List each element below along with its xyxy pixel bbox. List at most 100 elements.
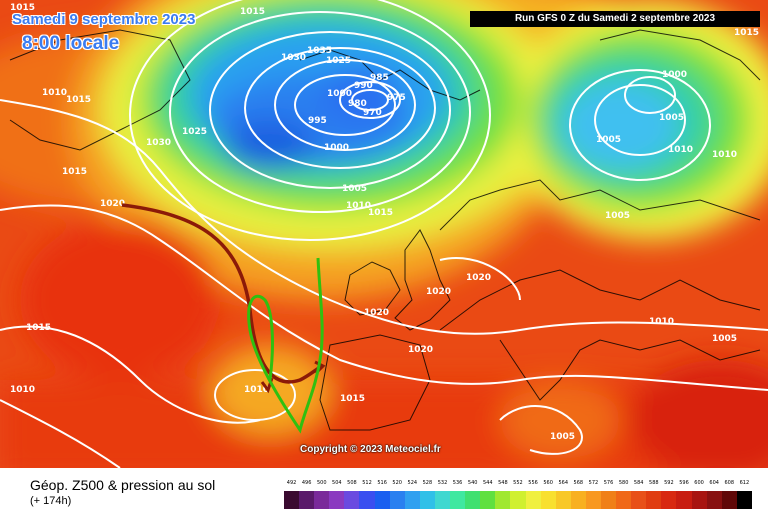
scale-value: 568 (573, 480, 584, 486)
scale-swatch (570, 491, 586, 509)
scale-value: 492 (286, 480, 297, 486)
isobar-label: 1020 (426, 287, 451, 297)
scale-swatch (706, 491, 722, 509)
scale-value: 508 (347, 480, 357, 486)
scale-swatch (555, 491, 571, 509)
scale-swatch (329, 491, 345, 509)
depression-track (121, 203, 326, 434)
scale-value: 596 (679, 480, 689, 486)
isobar-label: 1005 (712, 334, 737, 344)
scale-value: 580 (618, 480, 629, 486)
isobar-label: 1000 (327, 89, 352, 99)
scale-value: 604 (709, 480, 719, 486)
isobar-label: 1015 (66, 95, 91, 105)
isobar-label: 1015 (10, 3, 35, 13)
isobar-label: 1020 (100, 199, 125, 209)
scale-value: 504 (332, 480, 342, 486)
scale-value: 556 (528, 480, 538, 486)
isobar-label: 1020 (408, 345, 433, 355)
isobar-label: 1020 (364, 308, 389, 318)
scale-value: 600 (694, 480, 704, 486)
copyright-notice: Copyright © 2023 Meteociel.fr (300, 444, 441, 455)
isobar-label: 1005 (342, 184, 367, 194)
scale-value: 560 (543, 480, 553, 486)
scale-value: 524 (407, 480, 418, 486)
scale-value: 552 (513, 480, 523, 486)
forecast-time: 8:00 locale (22, 33, 120, 54)
forecast-date: Samedi 9 septembre 2023 (12, 11, 196, 28)
scale-swatch (646, 491, 662, 509)
isobar-label: 1010 (42, 88, 67, 98)
isobar-label: 985 (370, 73, 389, 83)
scale-value: 572 (588, 480, 599, 486)
isobar-label: 1015 (26, 323, 51, 333)
scale-swatch (495, 491, 511, 509)
color-scale-bar (284, 491, 752, 509)
isobar-label: 1005 (596, 135, 621, 145)
scale-swatch (585, 491, 601, 509)
isobar-label: 1030 (281, 53, 306, 63)
scale-swatch (616, 491, 632, 509)
scale-swatch (465, 491, 481, 509)
scale-swatch (676, 491, 692, 509)
isobar-label: 1010 (668, 145, 693, 155)
isobar-label: 1035 (307, 46, 332, 56)
scale-swatch (480, 491, 496, 509)
scale-swatch (314, 491, 330, 509)
isobar-label: 990 (354, 81, 373, 91)
scale-swatch (661, 491, 677, 509)
scale-swatch (284, 491, 300, 509)
isobar-label: 1025 (182, 127, 207, 137)
scale-value: 576 (603, 480, 614, 486)
isobar-label: 1015 (62, 167, 87, 177)
scale-value: 500 (316, 480, 327, 486)
scale-value: 548 (498, 480, 508, 486)
isobar-label: 1010 (244, 385, 269, 395)
isobar-label: 1030 (146, 138, 171, 148)
color-scale: 492 496 500 504 508 512 516 520 524 528 532 536 540 5… (284, 480, 752, 509)
scale-swatch (344, 491, 360, 509)
isobar-label: 975 (387, 93, 406, 103)
scale-swatch (631, 491, 647, 509)
scale-value: 520 (392, 480, 402, 486)
isobar-label: 1005 (659, 113, 684, 123)
color-scale-labels: 492 496 500 504 508 512 516 520 524 528 532 536 540 5… (284, 480, 752, 488)
scale-swatch (691, 491, 707, 509)
isobars (0, 0, 768, 468)
isobar-label: 1010 (712, 150, 737, 160)
scale-swatch (434, 491, 451, 509)
scale-value: 496 (301, 480, 312, 486)
isobar-label: 1010 (346, 201, 371, 211)
legend-subtitle: (+ 174h) (30, 495, 72, 507)
scale-swatch (540, 491, 556, 509)
scale-swatch (404, 491, 420, 509)
scale-swatch (299, 491, 315, 509)
scale-value: 608 (724, 480, 735, 486)
scale-value: 540 (467, 480, 478, 486)
scale-value: 564 (558, 480, 568, 486)
scale-value: 588 (649, 480, 659, 486)
isobar-label: 995 (308, 116, 327, 126)
scale-swatch (389, 491, 405, 509)
isobar-label: 1005 (550, 432, 575, 442)
isobar-label: 1015 (368, 208, 393, 218)
run-info-banner: Run GFS 0 Z du Samedi 2 septembre 2023 (470, 11, 760, 27)
scale-swatch (359, 491, 375, 509)
coastlines (9, 29, 761, 431)
scale-value: 528 (422, 480, 433, 486)
scale-value: 612 (739, 480, 750, 486)
legend-footer: Géop. Z500 & pression au sol (+ 174h) 49… (0, 468, 768, 512)
scale-swatch (525, 491, 541, 509)
isobar-label: 1020 (466, 273, 491, 283)
isobar-label: 1015 (340, 394, 365, 404)
scale-swatch (736, 491, 752, 509)
isobar-label: 1005 (605, 211, 630, 221)
scale-swatch (374, 491, 390, 509)
scale-swatch (510, 491, 526, 509)
isobar-label: 1015 (734, 28, 759, 38)
green-track (247, 257, 324, 434)
scale-value: 584 (633, 480, 644, 486)
scale-value: 544 (482, 480, 493, 486)
scale-value: 592 (664, 480, 674, 486)
